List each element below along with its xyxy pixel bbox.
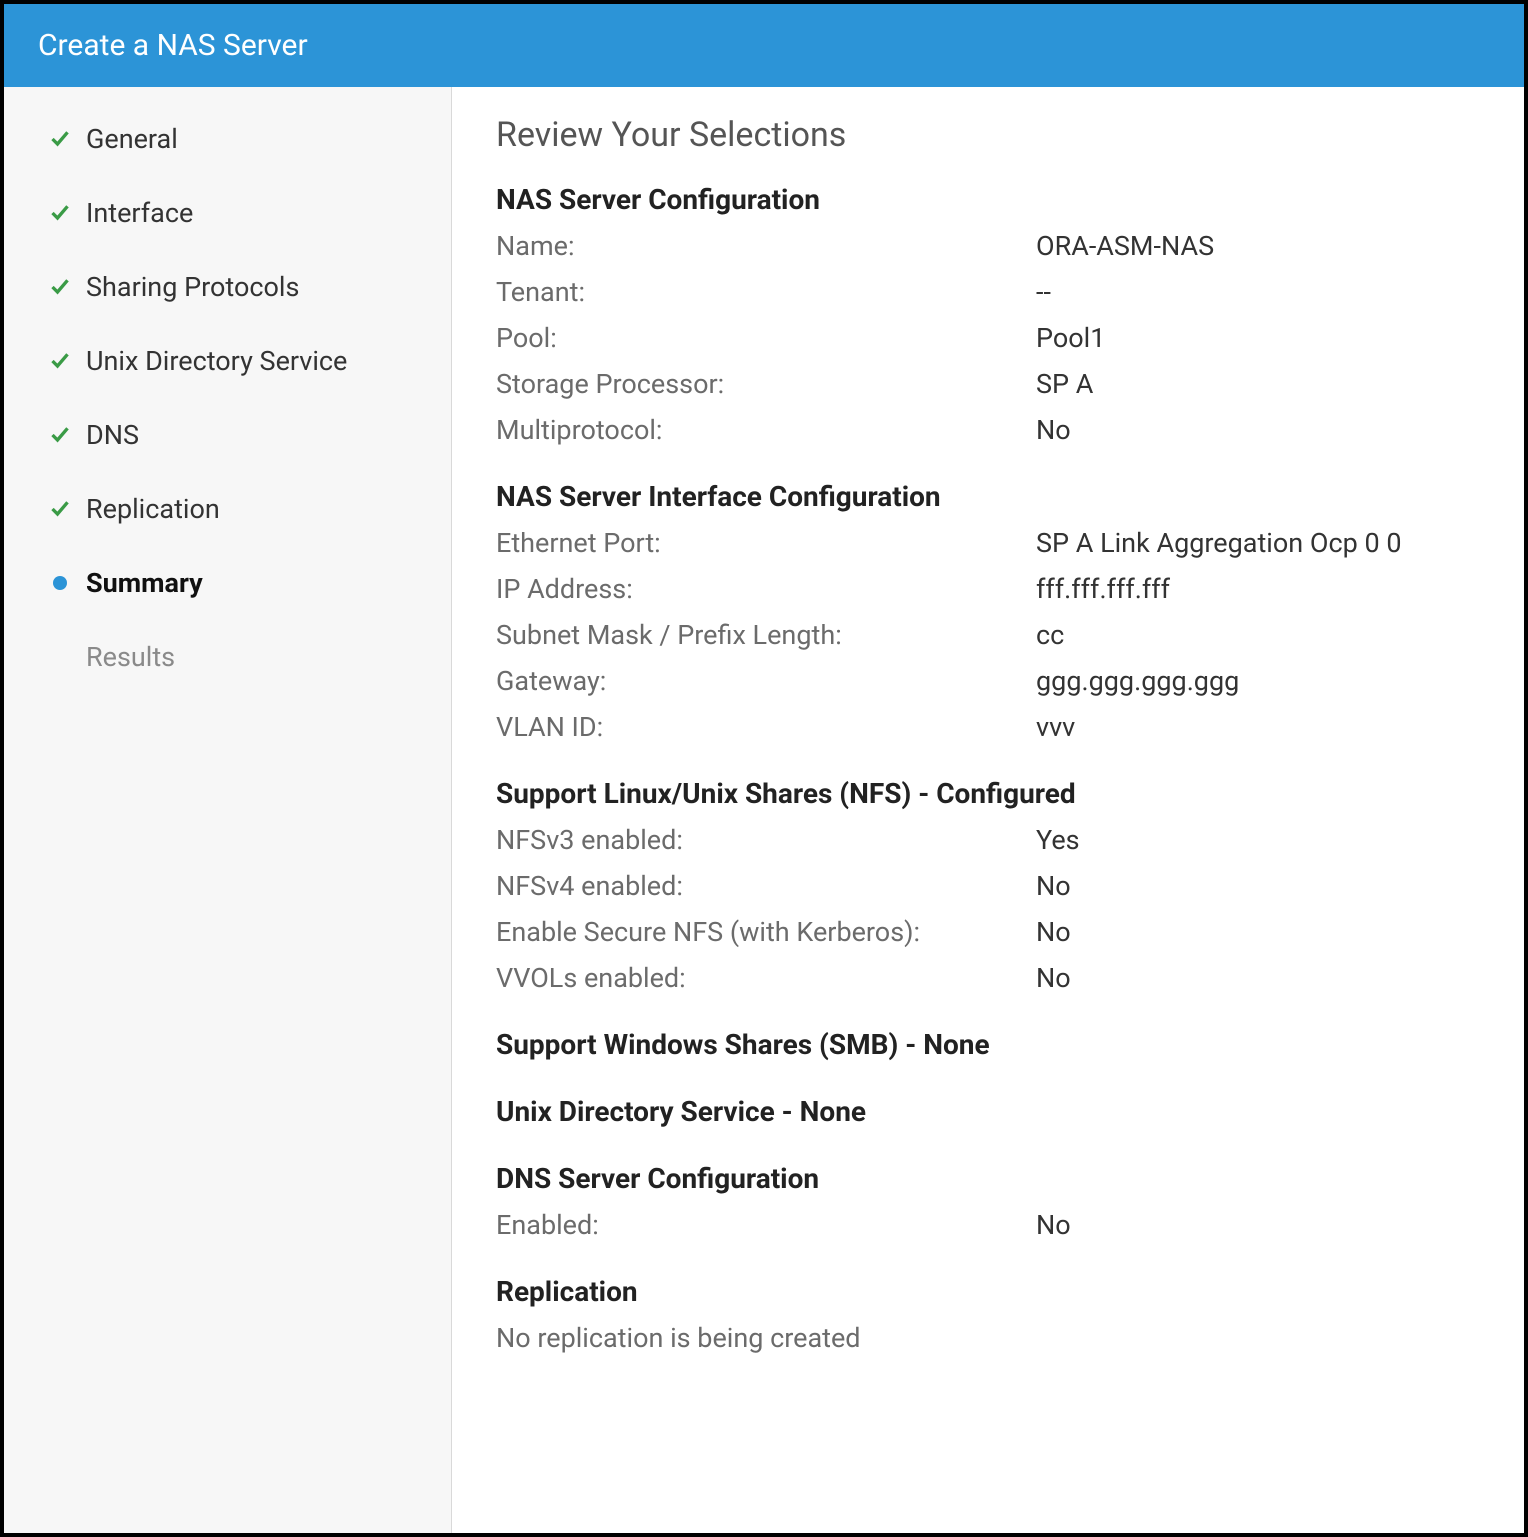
label: Subnet Mask / Prefix Length:: [496, 619, 1036, 651]
value: cc: [1036, 619, 1064, 651]
section-replication-heading: Replication: [496, 1275, 1484, 1308]
label: Gateway:: [496, 665, 1036, 697]
step-sharing-protocols[interactable]: Sharing Protocols: [48, 271, 451, 303]
label: Multiprotocol:: [496, 414, 1036, 446]
wizard-dialog: Create a NAS Server General Interface: [0, 0, 1528, 1537]
row-name: Name: ORA-ASM-NAS: [496, 230, 1484, 262]
section-smb-heading: Support Windows Shares (SMB) - None: [496, 1028, 1484, 1061]
dialog-title: Create a NAS Server: [38, 28, 308, 63]
step-replication[interactable]: Replication: [48, 493, 451, 525]
row-dns-enabled: Enabled: No: [496, 1209, 1484, 1241]
value: Pool1: [1036, 322, 1105, 354]
row-vlan-id: VLAN ID: vvv: [496, 711, 1484, 743]
step-unix-directory-service[interactable]: Unix Directory Service: [48, 345, 451, 377]
step-results: Results: [48, 641, 451, 673]
section-dns-heading: DNS Server Configuration: [496, 1162, 1484, 1195]
value: No: [1036, 916, 1071, 948]
wizard-content: Review Your Selections NAS Server Config…: [452, 87, 1524, 1533]
row-ethernet-port: Ethernet Port: SP A Link Aggregation Ocp…: [496, 527, 1484, 559]
step-general[interactable]: General: [48, 123, 451, 155]
value: SP A: [1036, 368, 1093, 400]
row-ip-address: IP Address: fff.fff.fff.fff: [496, 573, 1484, 605]
row-subnet-mask: Subnet Mask / Prefix Length: cc: [496, 619, 1484, 651]
step-label: General: [86, 123, 178, 155]
row-multiprotocol: Multiprotocol: No: [496, 414, 1484, 446]
value: No: [1036, 962, 1071, 994]
label: IP Address:: [496, 573, 1036, 605]
check-icon: [48, 351, 72, 371]
value: fff.fff.fff.fff: [1036, 573, 1170, 605]
value: No: [1036, 870, 1071, 902]
label: Enable Secure NFS (with Kerberos):: [496, 916, 1036, 948]
step-label: Replication: [86, 493, 220, 525]
label: NFSv4 enabled:: [496, 870, 1036, 902]
label: Name:: [496, 230, 1036, 262]
value: ggg.ggg.ggg.ggg: [1036, 665, 1239, 697]
section-nfs-heading: Support Linux/Unix Shares (NFS) - Config…: [496, 777, 1484, 810]
dialog-body: General Interface Sharing Protocols Unix…: [4, 87, 1524, 1533]
step-label: Sharing Protocols: [86, 271, 299, 303]
step-label: Interface: [86, 197, 193, 229]
label: Ethernet Port:: [496, 527, 1036, 559]
replication-text: No replication is being created: [496, 1322, 1484, 1354]
check-icon: [48, 425, 72, 445]
row-tenant: Tenant: --: [496, 276, 1484, 308]
value: No: [1036, 1209, 1071, 1241]
step-interface[interactable]: Interface: [48, 197, 451, 229]
label: Pool:: [496, 322, 1036, 354]
row-pool: Pool: Pool1: [496, 322, 1484, 354]
step-label: Unix Directory Service: [86, 345, 347, 377]
label: Storage Processor:: [496, 368, 1036, 400]
step-dns[interactable]: DNS: [48, 419, 451, 451]
value: vvv: [1036, 711, 1075, 743]
page-title: Review Your Selections: [496, 115, 1484, 155]
current-step-dot-icon: [48, 576, 72, 590]
label: VLAN ID:: [496, 711, 1036, 743]
section-nas-config-heading: NAS Server Configuration: [496, 183, 1484, 216]
check-icon: [48, 499, 72, 519]
row-gateway: Gateway: ggg.ggg.ggg.ggg: [496, 665, 1484, 697]
row-nfsv3: NFSv3 enabled: Yes: [496, 824, 1484, 856]
value: No: [1036, 414, 1071, 446]
row-vvols: VVOLs enabled: No: [496, 962, 1484, 994]
value: Yes: [1036, 824, 1080, 856]
step-label: Summary: [86, 567, 203, 599]
check-icon: [48, 129, 72, 149]
step-label: Results: [86, 641, 175, 673]
value: ORA-ASM-NAS: [1036, 230, 1214, 262]
step-label: DNS: [86, 419, 139, 451]
label: Enabled:: [496, 1209, 1036, 1241]
section-interface-heading: NAS Server Interface Configuration: [496, 480, 1484, 513]
row-nfsv4: NFSv4 enabled: No: [496, 870, 1484, 902]
row-secure-nfs: Enable Secure NFS (with Kerberos): No: [496, 916, 1484, 948]
check-icon: [48, 277, 72, 297]
step-summary[interactable]: Summary: [48, 567, 451, 599]
value: --: [1036, 276, 1051, 308]
label: VVOLs enabled:: [496, 962, 1036, 994]
value: SP A Link Aggregation Ocp 0 0: [1036, 527, 1402, 559]
label: Tenant:: [496, 276, 1036, 308]
section-uds-heading: Unix Directory Service - None: [496, 1095, 1484, 1128]
dialog-titlebar: Create a NAS Server: [4, 4, 1524, 87]
row-storage-processor: Storage Processor: SP A: [496, 368, 1484, 400]
check-icon: [48, 203, 72, 223]
wizard-steps-sidebar: General Interface Sharing Protocols Unix…: [4, 87, 452, 1533]
label: NFSv3 enabled:: [496, 824, 1036, 856]
